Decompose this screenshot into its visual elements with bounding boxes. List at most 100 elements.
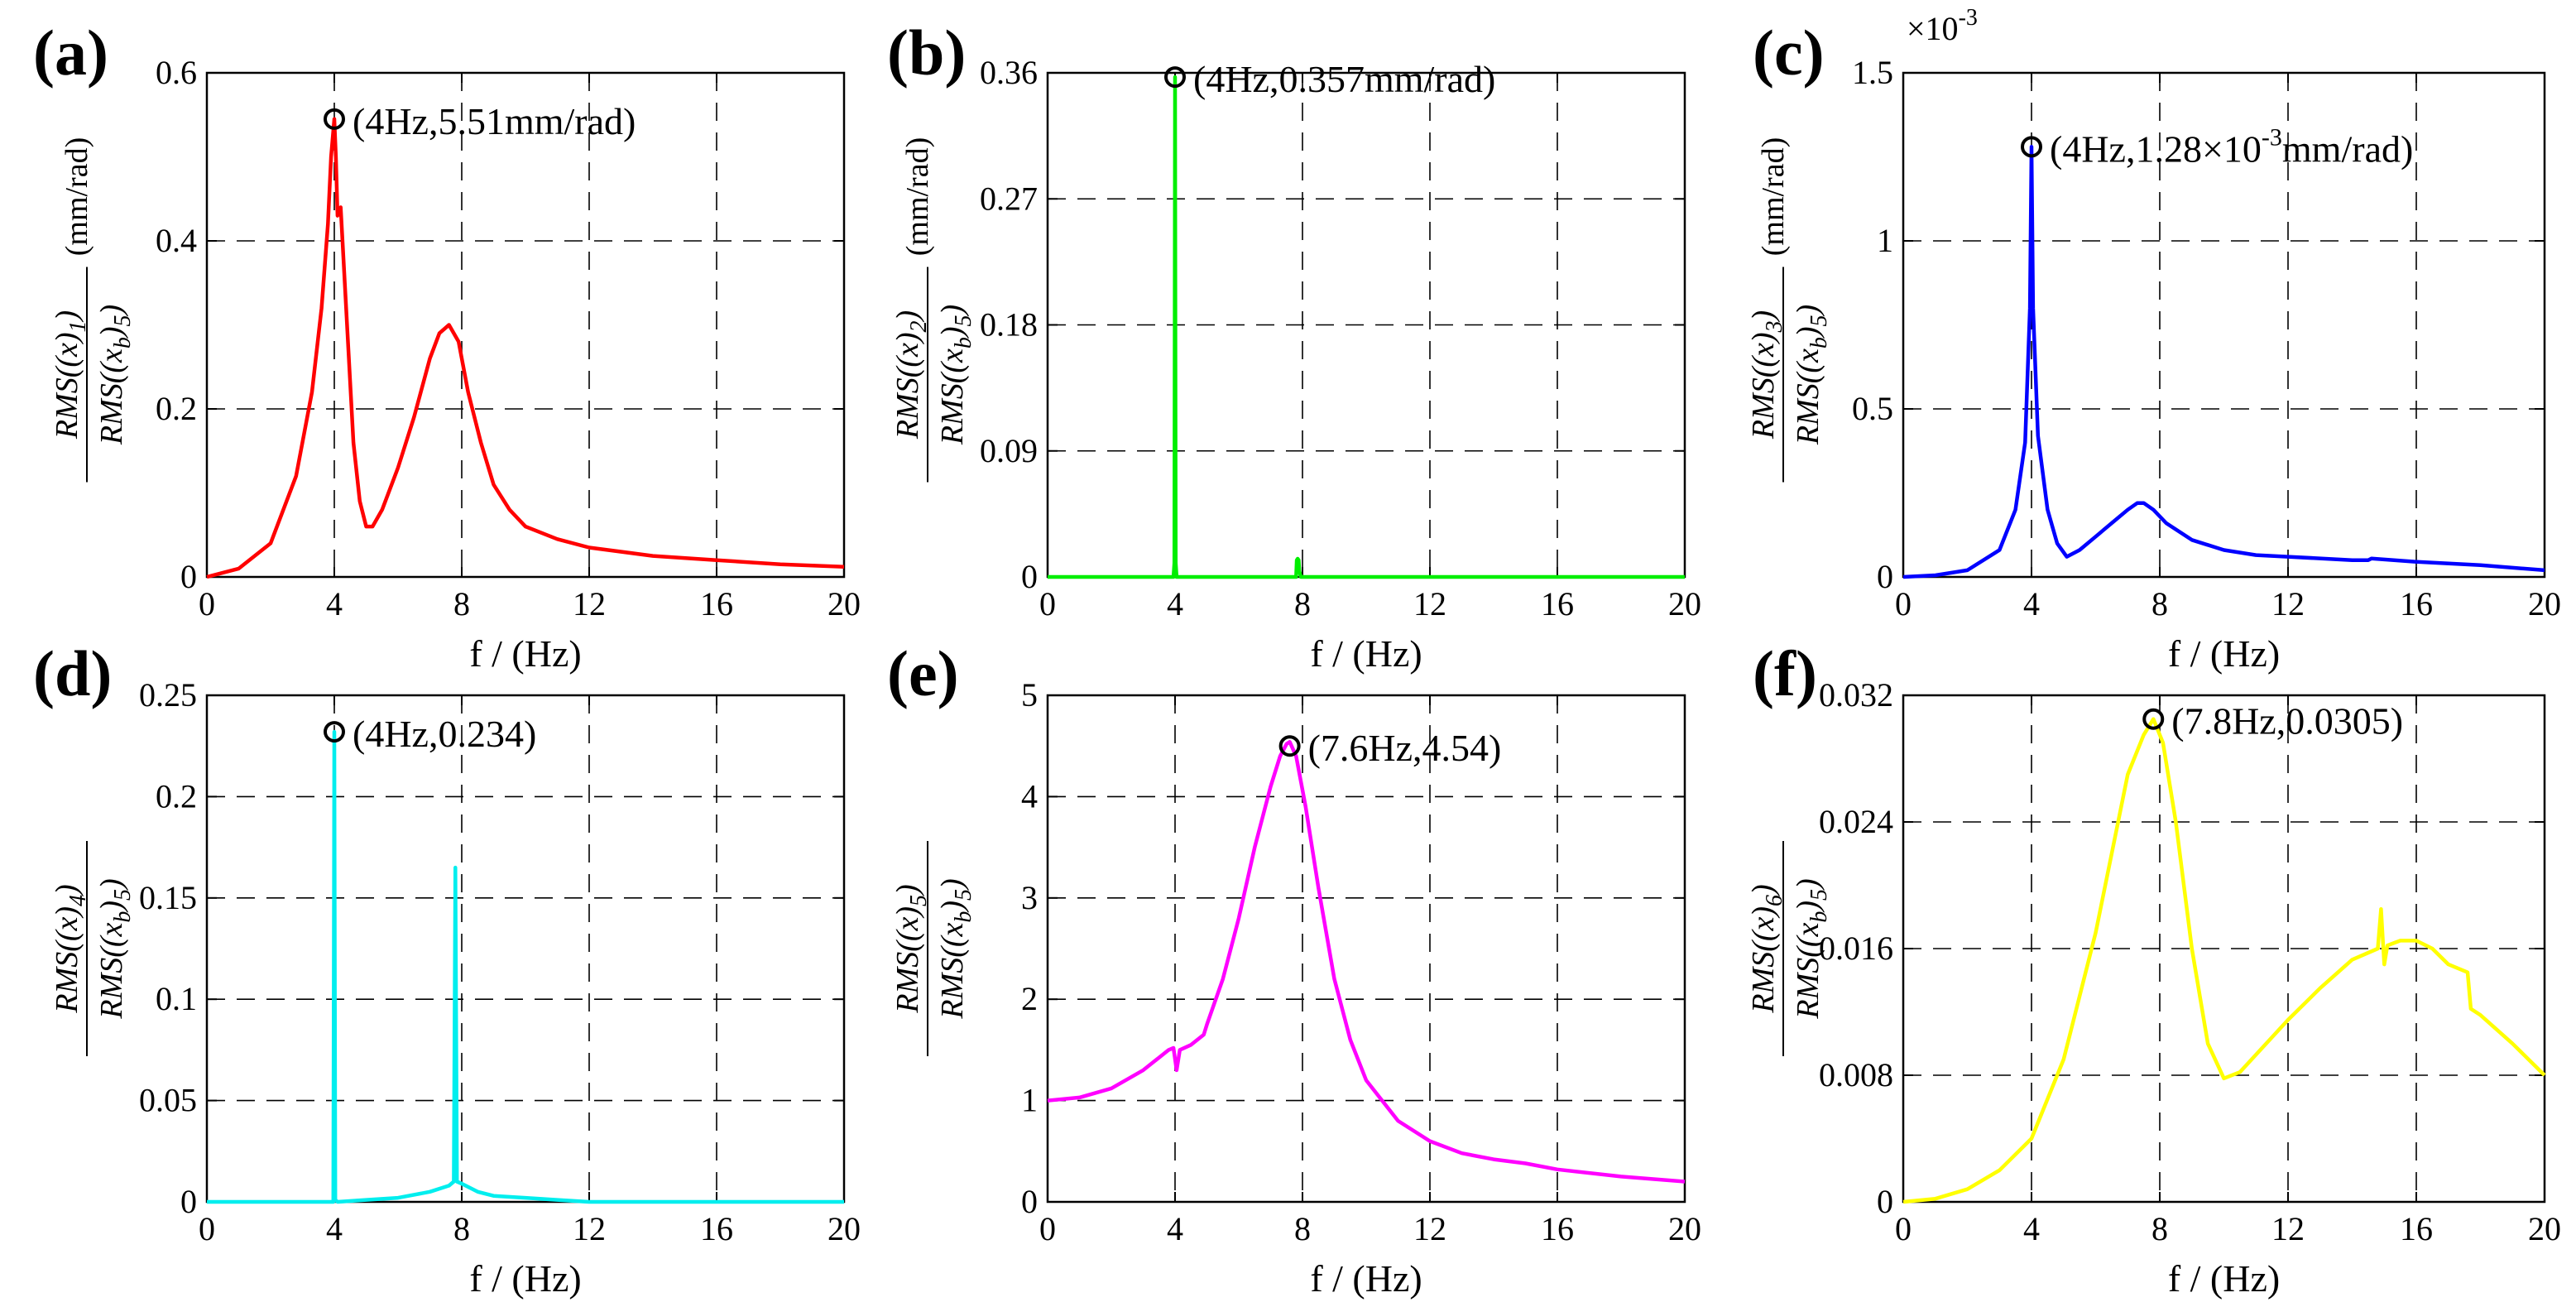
y-tick-label: 0.6 [156,54,197,91]
panel-d: (d) 0 4 8 12 16 20 0 0.05 0.1 0.15 0.2 0.25 f / (Hz) R… [33,637,861,1300]
x-tick-label: 16 [700,585,733,622]
x-tick-label: 12 [2271,585,2305,622]
y-label-num-text: RMS((x) [1746,906,1781,1014]
panel-b: (b) 0 4 8 12 16 20 0 0.09 0.18 0.27 0.36 f / (Hz) RMS… [887,17,1701,675]
x-tick-label: 20 [2528,1210,2561,1247]
y-tick-label: 1 [1877,222,1893,259]
x-tick-label: 0 [1895,1210,1912,1247]
peak-annotation: (4Hz,1.28×10-3mm/rad) [2050,123,2413,170]
annotation-text: (4Hz,0.234) [353,713,536,755]
peak-annotation: (4Hz,5.51mm/rad) [353,100,636,142]
y-label-den-text: RMS((x [1791,348,1825,445]
x-tick-label: 20 [1668,1210,1701,1247]
y-tick-label: 0.18 [980,306,1038,344]
y-label-den-b: b [110,911,136,923]
annotation-tail: mm/rad) [2282,127,2413,170]
y-label-num-sub: 3 [1762,320,1787,333]
x-tick-label: 16 [1541,585,1574,622]
y-label-num-sub: 2 [906,320,932,332]
y-axis-label: RMS((x)3)RMS((xb)5)(mm/rad) [1746,137,1832,483]
y-tick-label: 0 [1877,1183,1893,1220]
y-label-den-text: RMS((x [94,348,129,445]
x-tick-label: 0 [1039,585,1056,622]
y-axis-label: RMS((x)2)RMS((xb)5)(mm/rad) [890,137,976,483]
x-tick-label: 8 [1294,585,1311,622]
x-tick-label: 4 [2023,585,2040,622]
panel-label: (c) [1753,17,1825,89]
y-label-den-b: b [1806,337,1832,348]
y-tick-label: 0.36 [980,54,1038,91]
peak-annotation: (7.6Hz,4.54) [1308,727,1502,769]
y-tick-label: 5 [1021,676,1038,714]
y-exponent-base: ×10 [1907,10,1959,47]
x-tick-label: 20 [827,585,861,622]
y-tick-label: 0.024 [1819,803,1893,840]
x-tick-label: 0 [199,585,215,622]
y-label-den-sub: 5 [951,889,976,901]
y-tick-label: 0.2 [156,390,197,427]
x-tick-label: 4 [326,585,343,622]
y-axis-label: RMS((x)4)RMS((xb)5) [50,841,136,1056]
y-label-denominator: RMS((xb)5) [94,878,136,1019]
x-tick-label: 0 [1895,585,1912,622]
y-label-denominator: RMS((xb)5) [1791,305,1832,445]
panel-f: (f) 0 4 8 12 16 20 0 0.008 0.016 0.024 0.032 f / (Hz… [1746,637,2561,1300]
y-label-num-sub: 1 [65,320,91,332]
x-tick-label: 8 [2151,1210,2168,1247]
x-tick-label: 12 [573,1210,606,1247]
y-tick-label: 0.1 [156,980,197,1017]
y-tick-label: 0.4 [156,222,197,259]
x-tick-label: 0 [1039,1210,1056,1247]
y-exponent-power: -3 [1959,5,1978,31]
y-label-num-close: ) [890,884,925,896]
plot-frame [1902,71,2546,579]
y-label-den-text: RMS((x [1791,923,1825,1020]
y-label-den-b: b [951,911,976,923]
y-tick-label: 0 [180,1183,197,1220]
annotation-power: -3 [2262,123,2282,151]
y-label-den-close: ) [94,326,129,339]
x-tick-label: 12 [573,585,606,622]
y-tick-label: 0.25 [139,676,197,714]
annotation-text: (4Hz,5.51mm/rad) [353,100,636,142]
x-tick-label: 12 [1413,1210,1446,1247]
x-axis-label: f / (Hz) [469,1257,581,1300]
y-label-den-close: ) [1791,901,1825,913]
y-tick-label: 0.15 [139,879,197,916]
x-tick-label: 16 [700,1210,733,1247]
x-tick-label: 12 [1413,585,1446,622]
y-label-den-close2: ) [94,878,129,891]
panel-label: (a) [33,17,108,89]
y-label-numerator: RMS((x)1) [50,310,91,440]
y-label-den-close2: ) [935,305,970,317]
panel-label: (d) [33,637,112,709]
x-tick-label: 16 [2400,585,2433,622]
y-label-den-close2: ) [94,305,129,317]
y-tick-label: 1 [1021,1082,1038,1119]
y-label-den-close: ) [935,901,970,913]
y-tick-label: 2 [1021,980,1038,1017]
y-tick-label: 0 [1877,558,1893,595]
series-line-response [206,117,845,579]
y-axis-label: RMS((x)6)RMS((xb)5) [1746,841,1832,1056]
y-label-num-text: RMS((x) [50,332,84,440]
y-label-numerator: RMS((x)5) [890,884,932,1013]
peak-marker [2142,708,2165,730]
y-label-num-sub: 5 [906,895,932,906]
y-label-den-close2: ) [1791,305,1825,317]
y-label-den-close: ) [1791,326,1825,339]
plot-frame [1046,694,1686,1204]
y-label-num-close: ) [50,310,84,323]
x-tick-label: 20 [2528,585,2561,622]
series-line-response [207,729,844,1204]
annotation-text: (7.6Hz,4.54) [1308,727,1502,769]
x-axis-label: f / (Hz) [469,632,581,675]
y-tick-label: 3 [1021,879,1038,916]
plot-frame [205,694,846,1204]
y-label-den-close: ) [935,326,970,339]
peak-annotation: (7.8Hz,0.0305) [2171,700,2403,742]
